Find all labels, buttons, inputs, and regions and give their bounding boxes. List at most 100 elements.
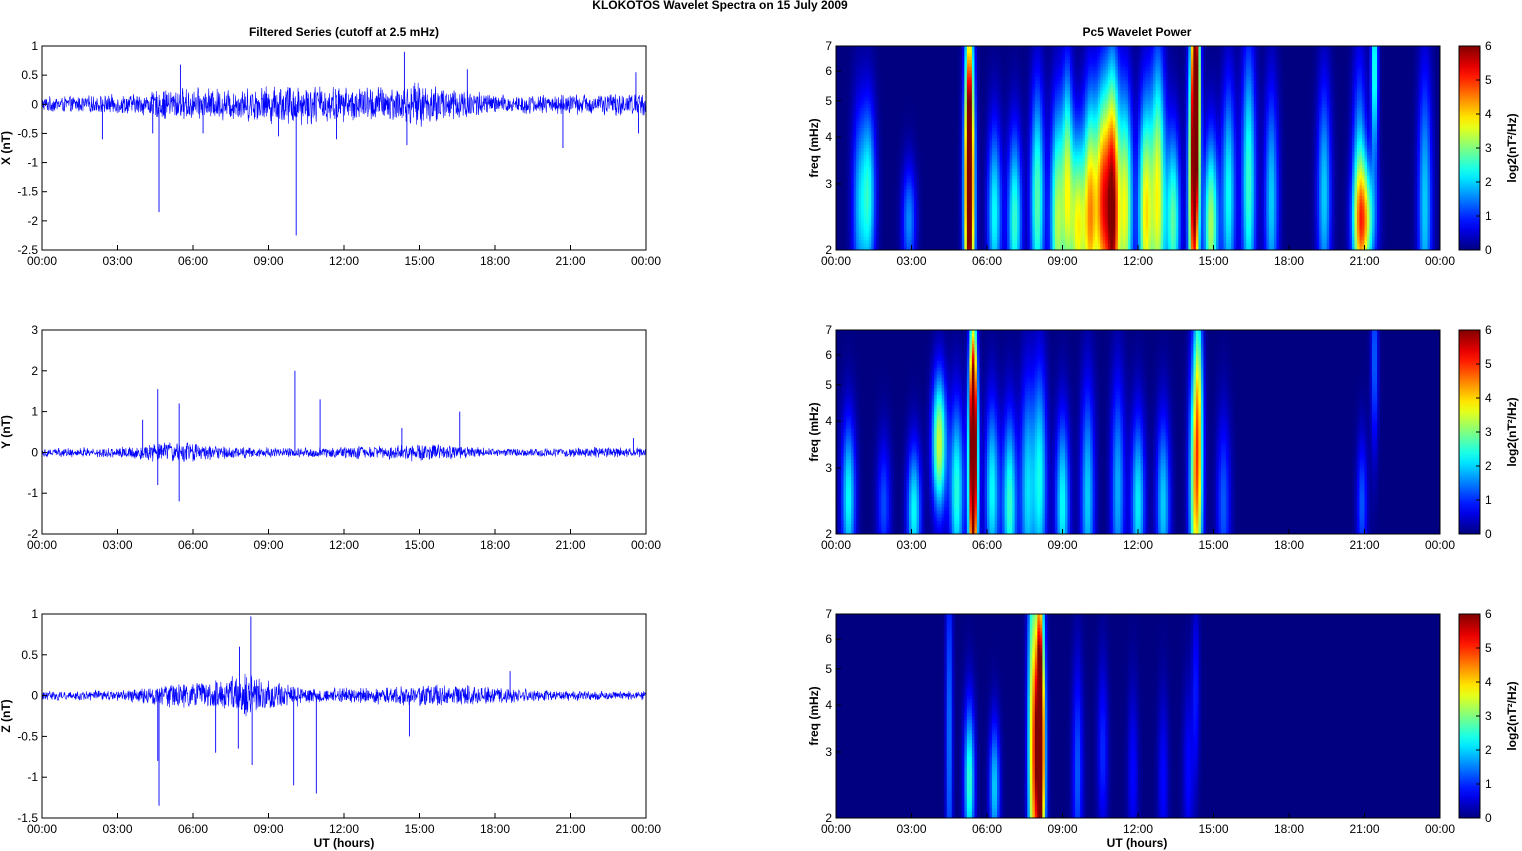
heatmap-cell bbox=[883, 226, 887, 230]
heatmap-cell bbox=[1432, 202, 1436, 207]
heatmap-cell bbox=[1200, 182, 1204, 186]
heatmap-cell bbox=[1168, 192, 1172, 196]
heatmap-cell bbox=[1052, 212, 1056, 217]
heatmap-field bbox=[836, 46, 1441, 251]
heatmap-cell bbox=[1387, 219, 1391, 224]
heatmap-cell bbox=[876, 202, 880, 207]
heatmap-cell bbox=[1037, 182, 1041, 186]
heatmap-cell bbox=[1077, 199, 1081, 203]
heatmap-cell bbox=[851, 236, 855, 241]
heatmap-cell bbox=[1009, 192, 1013, 196]
heatmap-cell bbox=[1374, 229, 1378, 234]
heatmap-cell bbox=[1351, 216, 1355, 220]
heatmap-cell bbox=[1203, 212, 1207, 217]
heatmap-cell bbox=[1379, 188, 1383, 193]
heatmap-cell bbox=[949, 246, 953, 251]
heatmap-cell bbox=[1168, 226, 1172, 230]
heatmap-cell bbox=[1140, 222, 1144, 227]
heatmap-cell bbox=[1432, 195, 1436, 200]
heatmap-cell bbox=[1432, 243, 1436, 247]
heatmap-cell bbox=[981, 236, 985, 241]
heatmap-cell bbox=[1407, 229, 1411, 234]
heatmap-cell bbox=[1153, 226, 1157, 230]
heatmap-cell bbox=[914, 216, 917, 220]
heatmap-cell bbox=[1143, 182, 1146, 186]
heatmap-cell bbox=[1427, 246, 1431, 251]
heatmap-cell bbox=[1283, 229, 1287, 234]
heatmap-cell bbox=[1236, 202, 1240, 207]
heatmap-cell bbox=[1251, 233, 1255, 237]
heatmap-cell bbox=[841, 229, 844, 234]
heatmap-cell bbox=[838, 216, 842, 220]
heatmap-cell bbox=[1251, 226, 1255, 230]
heatmap-cell bbox=[989, 226, 993, 230]
heatmap-cell bbox=[868, 239, 872, 244]
heatmap-cell bbox=[911, 195, 915, 200]
heatmap-cell bbox=[1054, 236, 1058, 241]
heatmap-cell bbox=[1354, 236, 1358, 241]
heatmap-cell bbox=[971, 226, 975, 230]
heatmap-cell bbox=[911, 222, 915, 227]
heatmap-cell bbox=[1170, 209, 1174, 213]
heatmap-cell bbox=[914, 185, 917, 190]
heatmap-cell bbox=[949, 219, 953, 224]
heatmap-cell bbox=[1044, 216, 1048, 220]
heatmap-cell bbox=[1281, 239, 1285, 244]
heatmap-cell bbox=[1105, 202, 1109, 207]
heatmap-cell bbox=[936, 233, 940, 237]
heatmap-cell bbox=[1193, 243, 1197, 247]
heatmap-cell bbox=[1029, 212, 1033, 217]
heatmap-cell bbox=[961, 226, 965, 230]
heatmap-cell bbox=[1012, 199, 1016, 203]
heatmap-cell bbox=[1397, 226, 1401, 230]
heatmap-cell bbox=[926, 226, 930, 230]
heatmap-cell bbox=[841, 182, 844, 186]
heatmap-cell bbox=[1122, 219, 1126, 224]
heatmap-cell bbox=[1243, 195, 1247, 200]
heatmap-cell bbox=[1082, 209, 1086, 213]
heatmap-cell bbox=[916, 205, 920, 210]
heatmap-cell bbox=[1349, 205, 1353, 210]
heatmap-cell bbox=[881, 199, 885, 203]
heatmap-cell bbox=[901, 202, 905, 207]
heatmap-cell bbox=[1105, 246, 1109, 251]
heatmap-cell bbox=[1236, 233, 1240, 237]
heatmap-cell bbox=[1037, 226, 1041, 230]
heatmap-cell bbox=[1273, 205, 1277, 210]
heatmap-cell bbox=[863, 185, 867, 190]
heatmap-cell bbox=[1007, 182, 1011, 186]
heatmap-cell bbox=[1090, 195, 1094, 200]
heatmap-cell bbox=[997, 216, 1000, 220]
heatmap-cell bbox=[1067, 243, 1071, 247]
heatmap-cell bbox=[1356, 182, 1360, 186]
heatmap-cell bbox=[1236, 195, 1240, 200]
heatmap-cell bbox=[1178, 219, 1182, 224]
heatmap-cell bbox=[1027, 233, 1031, 237]
heatmap-cell bbox=[1304, 212, 1308, 217]
heatmap-cell bbox=[1057, 205, 1061, 210]
heatmap-cell bbox=[954, 222, 958, 227]
heatmap-cell bbox=[856, 216, 860, 220]
heatmap-cell bbox=[939, 185, 943, 190]
heatmap-cell bbox=[843, 192, 847, 196]
heatmap-cell bbox=[1326, 222, 1330, 227]
heatmap-cell bbox=[893, 185, 897, 190]
heatmap-cell bbox=[1291, 233, 1295, 237]
heatmap-cell bbox=[916, 209, 920, 213]
heatmap-cell bbox=[871, 233, 875, 237]
heatmap-cell bbox=[1125, 233, 1129, 237]
heatmap-cell bbox=[1203, 236, 1207, 241]
heatmap-cell bbox=[1356, 226, 1360, 230]
heatmap-cell bbox=[1238, 195, 1242, 200]
heatmap-cell bbox=[1163, 216, 1167, 220]
heatmap-cell bbox=[848, 185, 852, 190]
heatmap-cell bbox=[1253, 236, 1257, 241]
heatmap-cell bbox=[1356, 188, 1360, 193]
heatmap-cell bbox=[954, 199, 958, 203]
heatmap-cell bbox=[1029, 229, 1033, 234]
heatmap-cell bbox=[1165, 216, 1169, 220]
heatmap-cell bbox=[1243, 182, 1247, 186]
heatmap-cell bbox=[1185, 182, 1189, 186]
heatmap-cell bbox=[1258, 219, 1262, 224]
heatmap-cell bbox=[1389, 233, 1393, 237]
